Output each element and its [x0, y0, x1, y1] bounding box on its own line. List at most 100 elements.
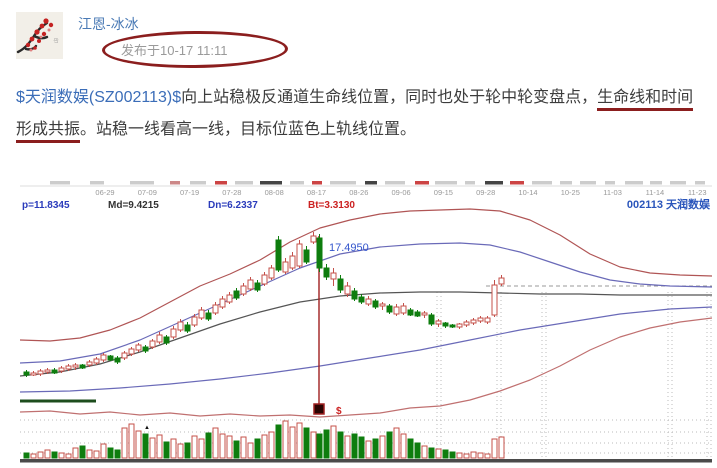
volume-bar — [65, 453, 72, 459]
volume-bar — [135, 430, 142, 459]
svg-text:印: 印 — [52, 38, 59, 43]
post-timestamp: 发布于10-17 11:11 — [121, 43, 228, 58]
candle-body — [323, 267, 330, 278]
volume-bar — [177, 443, 184, 459]
volume-bar — [421, 445, 428, 459]
upper-blue-band — [19, 242, 713, 364]
volume-bar — [72, 447, 79, 459]
volume-bar — [351, 433, 358, 459]
indicator-value-label: p=11.8345 — [22, 200, 70, 211]
candle-body — [463, 321, 470, 326]
candle-body — [337, 278, 344, 291]
volume-bar — [428, 447, 435, 459]
volume-bar — [477, 452, 484, 459]
volume-bar — [268, 431, 275, 459]
volume-bar — [247, 442, 254, 459]
x-axis-tick-label: 08-17 — [307, 188, 326, 197]
indicator-value-label: Dn=6.2337 — [208, 200, 258, 211]
volume-bar — [93, 450, 100, 459]
life-line-gray — [19, 291, 712, 377]
avatar[interactable]: 印 — [16, 12, 63, 59]
volume-bar — [296, 422, 303, 459]
volume-bar — [58, 452, 65, 459]
mini-strip-mark — [560, 181, 572, 185]
post-text-segment: 时间形成共振 — [16, 89, 694, 143]
candle-body — [23, 371, 30, 376]
candle-body — [393, 306, 400, 315]
volume-bar — [323, 429, 330, 459]
candle-body — [435, 320, 442, 325]
mini-strip-mark — [695, 181, 705, 185]
stock-chart-image[interactable]: 06-29 07-09 07-19 07-28 08-08 08-17 08-26 09-06… — [19, 180, 713, 463]
candle-body — [149, 340, 156, 348]
candle-body — [177, 321, 184, 331]
candle-body — [344, 285, 351, 295]
volume-bar — [372, 438, 379, 459]
mini-strip-mark — [330, 181, 356, 185]
mini-strip-mark — [465, 181, 475, 185]
x-axis-tick-label: 09-06 — [392, 188, 411, 197]
volume-bar — [261, 434, 268, 459]
volume-bar — [212, 427, 219, 459]
stock-link[interactable]: $天润数娱(SZ002113)$ — [16, 89, 182, 106]
mini-strip-mark — [290, 181, 304, 185]
candle-body — [303, 249, 310, 263]
candle-body — [37, 370, 44, 375]
volume-bar — [393, 427, 400, 459]
post-body-text: $天润数娱(SZ002113)$向上站稳极反通道生命线位置，同时也处于轮中轮变盘… — [16, 82, 698, 146]
peak-price-label: 17.4950 — [329, 242, 369, 254]
candle-body — [198, 309, 205, 319]
candle-body — [128, 348, 135, 355]
candle-body — [121, 352, 128, 359]
post-text-segment: 向上站稳极反通道生命线位置，同时也处于轮中轮变盘点， — [181, 89, 598, 106]
volume-bar — [37, 451, 44, 459]
x-axis-tick-label: 07-19 — [180, 188, 199, 197]
mini-strip-mark — [385, 181, 405, 185]
volume-bar — [358, 436, 365, 459]
mini-strip-mark — [50, 181, 70, 185]
volume-bar — [498, 436, 505, 459]
volume-bar — [463, 453, 470, 459]
candle-body — [407, 309, 414, 316]
candle-body — [421, 312, 428, 316]
volume-bar — [337, 431, 344, 459]
mini-strip-mark — [650, 181, 662, 185]
volume-bar — [449, 451, 456, 459]
candle-body — [191, 316, 198, 326]
volume-bar — [303, 427, 310, 459]
candle-body — [142, 346, 149, 352]
candle-body — [254, 282, 261, 291]
candle-body — [449, 324, 456, 328]
chart-bottom-bar — [20, 459, 712, 463]
mini-strip-mark — [485, 181, 503, 185]
candle-body — [282, 261, 289, 273]
volume-bar — [484, 453, 491, 459]
candle-body — [484, 317, 491, 323]
candle-body — [184, 324, 191, 332]
candle-body — [51, 369, 58, 374]
volume-bar — [23, 452, 30, 459]
candle-body — [275, 239, 282, 271]
mini-strip-mark — [90, 181, 104, 185]
volume-bar — [226, 435, 233, 459]
username-link[interactable]: 江恩-冰冰 — [78, 16, 139, 32]
volume-bar — [142, 433, 149, 459]
volume-bar — [254, 438, 261, 459]
volume-bar — [163, 441, 170, 459]
candle-body — [79, 364, 86, 369]
volume-bar — [30, 453, 37, 459]
candle-body — [386, 305, 393, 313]
x-axis-tick-label: 11-23 — [688, 188, 707, 197]
candle-body — [135, 344, 142, 351]
post-text-segment: 生命线和 — [597, 89, 662, 111]
candle-body — [268, 267, 275, 279]
candle-body — [498, 277, 505, 285]
volume-bar — [149, 437, 156, 459]
mini-strip-mark — [510, 181, 524, 185]
volume-bar — [414, 442, 421, 459]
volume-bar — [386, 431, 393, 459]
candle-body — [58, 367, 65, 372]
candle-body — [114, 357, 121, 363]
candle-body — [414, 311, 421, 317]
volume-bar — [205, 432, 212, 459]
